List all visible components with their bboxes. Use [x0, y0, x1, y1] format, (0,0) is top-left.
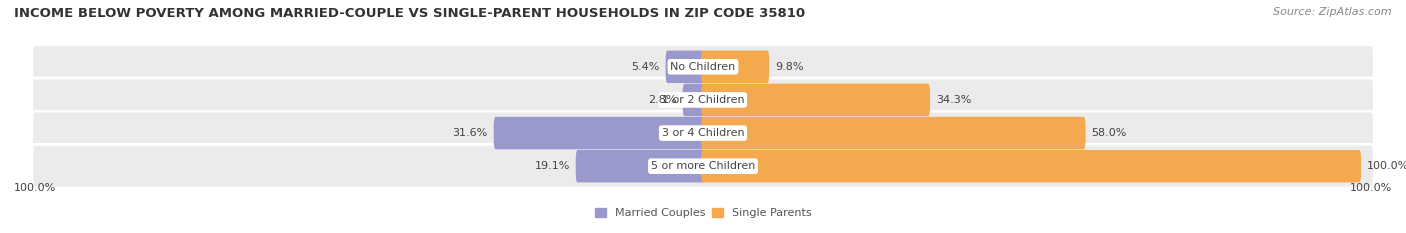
FancyBboxPatch shape [683, 84, 704, 116]
Text: 9.8%: 9.8% [775, 62, 804, 72]
Text: 1 or 2 Children: 1 or 2 Children [662, 95, 744, 105]
Text: Source: ZipAtlas.com: Source: ZipAtlas.com [1274, 7, 1392, 17]
Text: No Children: No Children [671, 62, 735, 72]
Text: 31.6%: 31.6% [453, 128, 488, 138]
FancyBboxPatch shape [702, 84, 929, 116]
FancyBboxPatch shape [32, 78, 1374, 122]
FancyBboxPatch shape [575, 150, 704, 182]
FancyBboxPatch shape [702, 150, 1361, 182]
Text: 19.1%: 19.1% [534, 161, 569, 171]
FancyBboxPatch shape [32, 144, 1374, 188]
Text: 100.0%: 100.0% [1367, 161, 1406, 171]
FancyBboxPatch shape [32, 111, 1374, 155]
Text: 2.8%: 2.8% [648, 95, 676, 105]
FancyBboxPatch shape [702, 117, 1085, 149]
Text: 5 or more Children: 5 or more Children [651, 161, 755, 171]
FancyBboxPatch shape [665, 51, 704, 83]
Text: 100.0%: 100.0% [1350, 183, 1392, 193]
Text: 34.3%: 34.3% [936, 95, 972, 105]
FancyBboxPatch shape [32, 45, 1374, 89]
Text: 100.0%: 100.0% [14, 183, 56, 193]
Text: INCOME BELOW POVERTY AMONG MARRIED-COUPLE VS SINGLE-PARENT HOUSEHOLDS IN ZIP COD: INCOME BELOW POVERTY AMONG MARRIED-COUPL… [14, 7, 806, 20]
Text: 5.4%: 5.4% [631, 62, 659, 72]
Text: 3 or 4 Children: 3 or 4 Children [662, 128, 744, 138]
Text: 58.0%: 58.0% [1091, 128, 1126, 138]
FancyBboxPatch shape [494, 117, 704, 149]
Legend: Married Couples, Single Parents: Married Couples, Single Parents [595, 208, 811, 218]
FancyBboxPatch shape [702, 51, 769, 83]
